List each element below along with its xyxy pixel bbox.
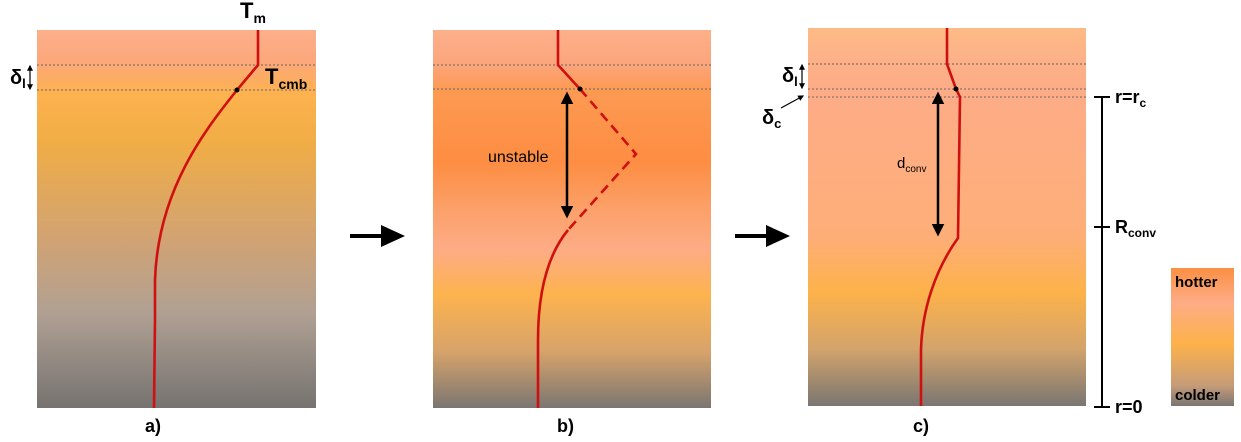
radius-top-label: r=rc xyxy=(1115,87,1147,110)
panel-c-caption: c) xyxy=(913,416,929,436)
panel-b-background xyxy=(433,30,711,408)
cmb-point xyxy=(577,86,583,92)
radius-bottom-label: r=0 xyxy=(1115,397,1143,417)
delta-c-arrow xyxy=(780,95,805,109)
tcmb-label: Tcmb xyxy=(265,64,307,92)
delta-c-label: δc xyxy=(762,107,781,131)
legend-colorbar xyxy=(1171,268,1234,406)
panel-a: δl Tm Tcmb a) xyxy=(10,0,316,436)
unstable-profile xyxy=(567,88,638,231)
legend-hot-label: hotter xyxy=(1175,274,1218,291)
cmb-point xyxy=(953,86,959,92)
dconv-label: dconv xyxy=(897,155,926,175)
delta-l-label: δl xyxy=(10,67,26,91)
panel-a-background xyxy=(37,30,316,408)
panel-c: dconv δl δc c) xyxy=(762,28,1086,436)
radius-mid-label: Rconv xyxy=(1115,217,1156,240)
legend-cold-label: colder xyxy=(1175,387,1220,404)
transition-arrowhead-bc xyxy=(766,225,790,247)
temperature-profile xyxy=(919,28,962,406)
cmb-point xyxy=(234,87,240,93)
panel-c-background xyxy=(808,28,1086,406)
panel-b-caption: b) xyxy=(557,416,574,436)
transition-arrowhead-ab xyxy=(381,225,405,247)
panel-b: unstable b) xyxy=(433,30,711,436)
temperature-profile-lower xyxy=(536,229,570,408)
tm-label: Tm xyxy=(240,0,266,26)
panel-a-caption: a) xyxy=(145,416,161,436)
temperature-profile xyxy=(152,30,260,409)
unstable-label: unstable xyxy=(488,149,549,166)
temperature-profile-upper xyxy=(556,30,581,90)
delta-l-label: δl xyxy=(782,65,798,89)
radius-axis: r=rc Rconv r=0 xyxy=(1094,87,1156,417)
color-legend: hotter colder xyxy=(1171,268,1234,406)
